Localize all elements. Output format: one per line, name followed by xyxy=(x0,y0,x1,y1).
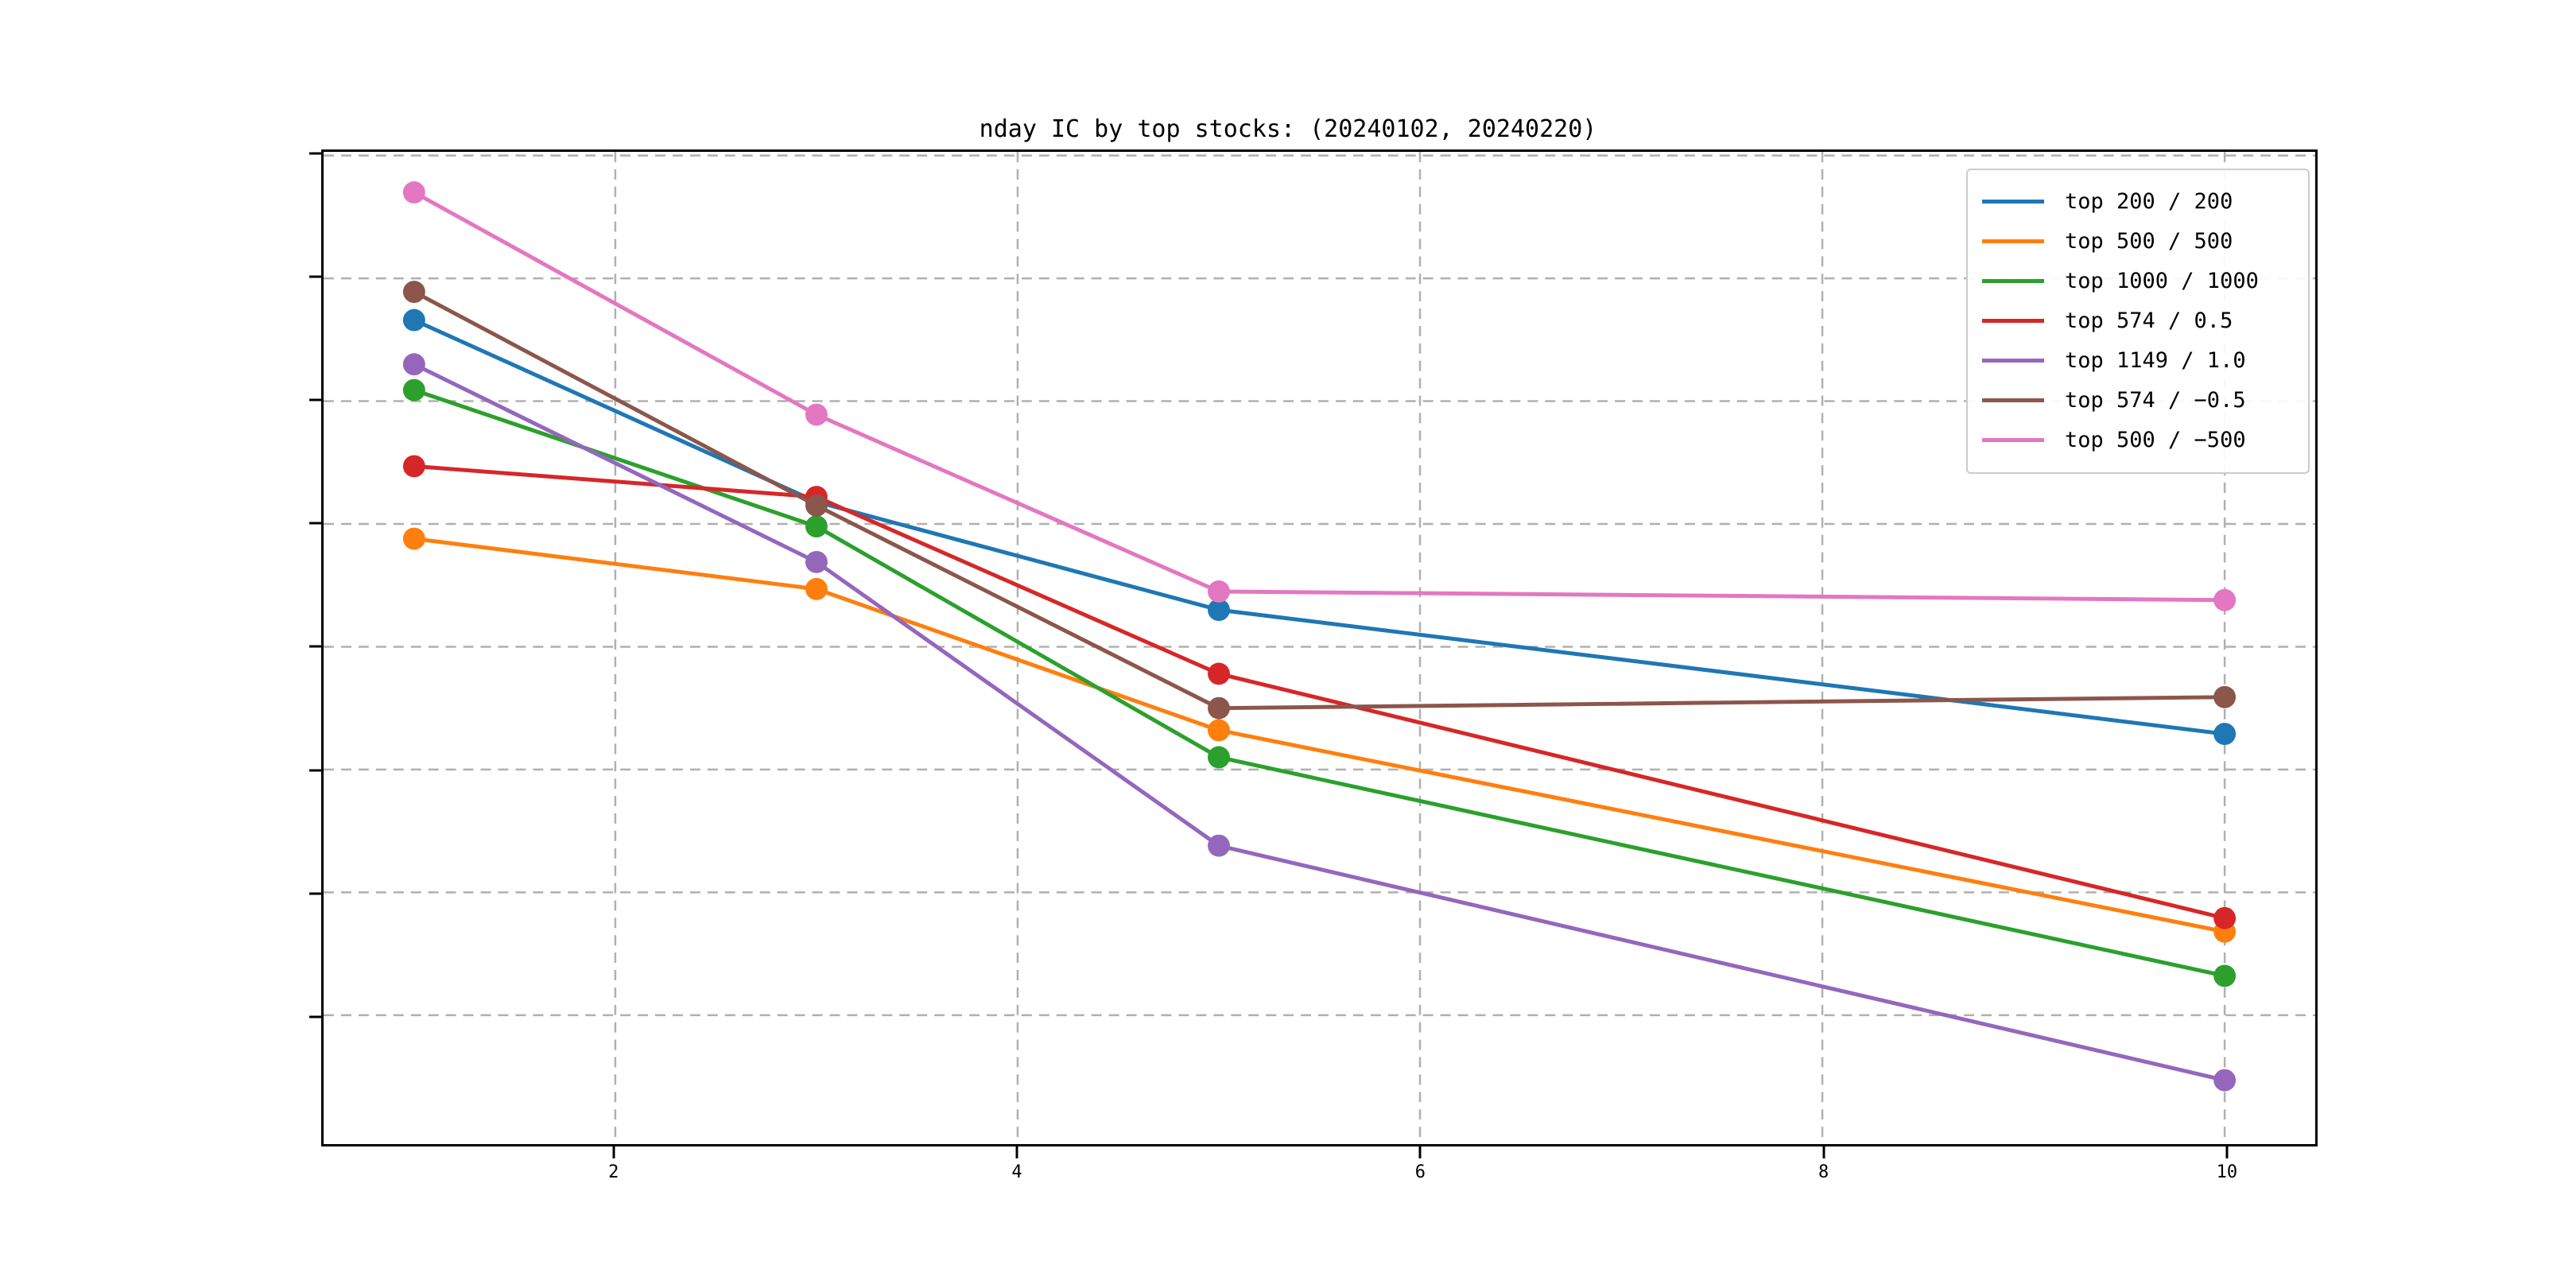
data-point-marker xyxy=(2213,685,2237,708)
grid-lines xyxy=(324,152,2315,1144)
data-point-marker xyxy=(1208,746,1230,769)
legend-item-label: top 1149 / 1.0 xyxy=(2065,347,2246,373)
data-series-layer xyxy=(402,181,2237,1092)
legend-color-swatch xyxy=(1982,358,2044,363)
data-series xyxy=(402,527,2237,943)
series-line xyxy=(412,190,2227,603)
legend-item-label: top 1000 / 1000 xyxy=(2065,268,2259,293)
legend-item[interactable]: top 200 / 200 xyxy=(1982,181,2294,221)
data-point-marker xyxy=(402,308,425,332)
y-tick-mark xyxy=(309,152,321,155)
data-point-marker xyxy=(2213,723,2237,746)
data-point-marker xyxy=(2213,588,2237,611)
legend-color-swatch xyxy=(1982,199,2044,204)
data-point-marker xyxy=(2213,906,2237,929)
data-point-marker xyxy=(2213,964,2237,987)
legend-color-swatch xyxy=(1982,239,2044,243)
y-tick-mark xyxy=(309,522,321,525)
legend-item[interactable]: top 500 / 500 xyxy=(1982,221,2294,261)
data-point-marker xyxy=(805,403,828,426)
legend-item-label: top 574 / −0.5 xyxy=(2065,387,2246,413)
data-point-marker xyxy=(402,281,425,304)
data-point-marker xyxy=(1208,834,1230,857)
data-point-marker xyxy=(402,527,425,550)
series-line xyxy=(412,362,2227,1083)
data-series xyxy=(402,353,2237,1092)
x-tick-mark xyxy=(1822,1146,1825,1158)
series-line xyxy=(412,318,2227,736)
series-line xyxy=(412,537,2227,934)
data-point-marker xyxy=(1208,662,1230,685)
legend-item-label: top 500 / 500 xyxy=(2065,228,2233,254)
series-line xyxy=(412,464,2227,921)
x-tick-label: 6 xyxy=(1414,1162,1426,1182)
legend-color-swatch xyxy=(1982,318,2044,323)
x-tick-label: 2 xyxy=(608,1162,619,1182)
legend-item[interactable]: top 574 / −0.5 xyxy=(1982,380,2294,420)
data-point-marker xyxy=(1208,719,1230,742)
y-tick-mark xyxy=(309,892,321,895)
data-point-marker xyxy=(805,515,828,538)
legend-item[interactable]: top 1149 / 1.0 xyxy=(1982,340,2294,380)
y-tick-mark xyxy=(309,645,321,648)
chart-legend: top 200 / 200 top 500 / 500 top 1000 / 100… xyxy=(1966,169,2310,474)
legend-color-swatch xyxy=(1982,437,2044,442)
x-tick-mark xyxy=(1015,1146,1018,1158)
series-line xyxy=(412,289,2227,711)
x-tick-label: 4 xyxy=(1011,1162,1022,1182)
x-tick-label: 8 xyxy=(1818,1162,1829,1182)
data-point-marker xyxy=(1208,696,1230,720)
y-tick-mark xyxy=(309,398,321,402)
legend-item-label: top 500 / −500 xyxy=(2065,427,2246,452)
data-point-marker xyxy=(1208,580,1230,603)
legend-color-swatch xyxy=(1982,398,2044,402)
x-tick-mark xyxy=(612,1146,615,1158)
legend-item-label: top 574 / 0.5 xyxy=(2065,308,2233,333)
data-series xyxy=(402,455,2237,929)
data-series xyxy=(402,378,2237,987)
legend-item-label: top 200 / 200 xyxy=(2065,188,2233,214)
data-series xyxy=(402,281,2237,720)
data-series xyxy=(402,308,2237,746)
data-point-marker xyxy=(805,550,828,573)
y-tick-mark xyxy=(309,1015,321,1018)
legend-item[interactable]: top 1000 / 1000 xyxy=(1982,261,2294,301)
series-line xyxy=(412,388,2227,978)
legend-item[interactable]: top 500 / −500 xyxy=(1982,420,2294,460)
x-tick-label: 10 xyxy=(2216,1162,2238,1182)
data-point-marker xyxy=(402,353,425,376)
x-tick-mark xyxy=(2225,1146,2229,1158)
data-series xyxy=(402,181,2237,611)
y-tick-mark xyxy=(309,275,321,278)
data-point-marker xyxy=(2213,1069,2237,1092)
data-point-marker xyxy=(805,494,828,517)
data-point-marker xyxy=(805,577,828,600)
legend-color-swatch xyxy=(1982,278,2044,283)
data-point-marker xyxy=(1208,599,1230,622)
chart-title: nday IC by top stocks: (20240102, 202402… xyxy=(979,115,1597,143)
y-tick-mark xyxy=(309,769,321,772)
data-point-marker xyxy=(402,455,425,478)
data-point-marker xyxy=(402,181,425,204)
legend-item[interactable]: top 574 / 0.5 xyxy=(1982,301,2294,340)
data-point-marker xyxy=(402,378,425,402)
x-tick-mark xyxy=(1418,1146,1422,1158)
